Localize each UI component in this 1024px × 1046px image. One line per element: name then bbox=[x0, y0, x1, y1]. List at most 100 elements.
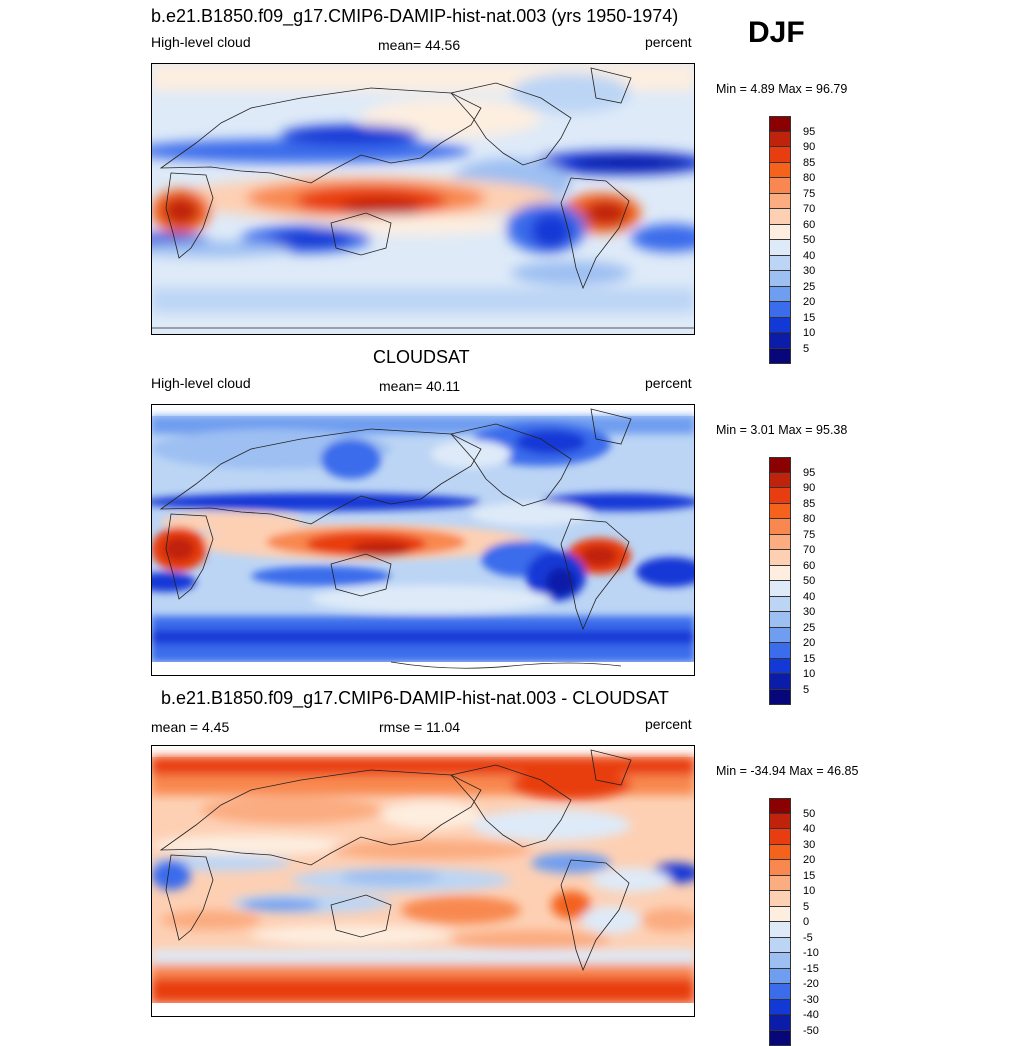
colorbar-swatch bbox=[769, 256, 791, 272]
colorbar-swatch bbox=[769, 287, 791, 303]
colorbar-diff bbox=[769, 798, 791, 1046]
colorbar-tick-label: 5 bbox=[803, 344, 809, 355]
season-label: DJF bbox=[748, 18, 805, 48]
colorbar-swatch bbox=[769, 1000, 791, 1016]
panel-mean-label: mean= 40.11 bbox=[379, 379, 460, 393]
colorbar-swatch bbox=[769, 504, 791, 520]
colorbar-swatch bbox=[769, 302, 791, 318]
colorbar-swatch bbox=[769, 643, 791, 659]
colorbar-tick-label: 50 bbox=[803, 809, 815, 820]
colorbar-tick-label: 20 bbox=[803, 638, 815, 649]
colorbar-swatch bbox=[769, 969, 791, 985]
colorbar-swatch bbox=[769, 690, 791, 706]
colorbar-swatch bbox=[769, 860, 791, 876]
colorbar-swatch bbox=[769, 1031, 791, 1046]
colorbar-tick-label: 60 bbox=[803, 220, 815, 231]
colorbar-swatch bbox=[769, 349, 791, 365]
colorbar-swatch bbox=[769, 132, 791, 148]
colorbar-tick-label: 75 bbox=[803, 189, 815, 200]
panel-title: b.e21.B1850.f09_g17.CMIP6-DAMIP-hist-nat… bbox=[161, 689, 669, 707]
panel-variable-label: High-level cloud bbox=[151, 376, 251, 390]
panel-variable-label: High-level cloud bbox=[151, 35, 251, 49]
panel-title: b.e21.B1850.f09_g17.CMIP6-DAMIP-hist-nat… bbox=[151, 7, 678, 25]
colorbar-swatch bbox=[769, 318, 791, 334]
colorbar-model bbox=[769, 116, 791, 364]
colorbar-tick-label: 75 bbox=[803, 530, 815, 541]
colorbar-swatch bbox=[769, 271, 791, 287]
panel-units-label: percent bbox=[645, 717, 692, 731]
colorbar-tick-label: -5 bbox=[803, 933, 813, 944]
colorbar-swatch bbox=[769, 907, 791, 923]
colorbar-swatch bbox=[769, 225, 791, 241]
colorbar-swatch bbox=[769, 457, 791, 473]
colorbar-tick-label: 25 bbox=[803, 623, 815, 634]
panel-minmax: Min = 3.01 Max = 95.38 bbox=[716, 424, 847, 437]
colorbar-swatch bbox=[769, 178, 791, 194]
colorbar-swatch bbox=[769, 938, 791, 954]
colorbar-swatch bbox=[769, 566, 791, 582]
colorbar-tick-label: 25 bbox=[803, 282, 815, 293]
colorbar-tick-label: 70 bbox=[803, 545, 815, 556]
colorbar-tick-label: 30 bbox=[803, 607, 815, 618]
colorbar-obs bbox=[769, 457, 791, 705]
colorbar-tick-label: 10 bbox=[803, 669, 815, 680]
colorbar-swatch bbox=[769, 876, 791, 892]
colorbar-tick-label: -50 bbox=[803, 1026, 819, 1037]
colorbar-tick-label: 85 bbox=[803, 158, 815, 169]
colorbar-tick-label: 60 bbox=[803, 561, 815, 572]
panel-minmax: Min = 4.89 Max = 96.79 bbox=[716, 83, 847, 96]
colorbar-tick-label: 95 bbox=[803, 468, 815, 479]
colorbar-swatch bbox=[769, 659, 791, 675]
colorbar-tick-label: 30 bbox=[803, 266, 815, 277]
panel-units-label: percent bbox=[645, 376, 692, 390]
panel-mean-label: mean= 44.56 bbox=[378, 38, 460, 52]
colorbar-swatch bbox=[769, 829, 791, 845]
colorbar-swatch bbox=[769, 922, 791, 938]
colorbar-swatch bbox=[769, 674, 791, 690]
colorbar-swatch bbox=[769, 628, 791, 644]
colorbar-tick-label: 30 bbox=[803, 840, 815, 851]
colorbar-swatch bbox=[769, 535, 791, 551]
colorbar-tick-label: 50 bbox=[803, 235, 815, 246]
colorbar-swatch bbox=[769, 473, 791, 489]
colorbar-swatch bbox=[769, 798, 791, 814]
colorbar-swatch bbox=[769, 116, 791, 132]
colorbar-swatch bbox=[769, 953, 791, 969]
colorbar-swatch bbox=[769, 488, 791, 504]
colorbar-tick-label: 40 bbox=[803, 824, 815, 835]
colorbar-tick-label: 15 bbox=[803, 871, 815, 882]
colorbar-swatch bbox=[769, 333, 791, 349]
colorbar-tick-label: 50 bbox=[803, 576, 815, 587]
colorbar-tick-label: 80 bbox=[803, 173, 815, 184]
colorbar-tick-label: 40 bbox=[803, 251, 815, 262]
colorbar-tick-label: -20 bbox=[803, 979, 819, 990]
panel-units-label: percent bbox=[645, 35, 692, 49]
map-model bbox=[151, 63, 695, 335]
colorbar-swatch bbox=[769, 581, 791, 597]
colorbar-tick-label: 70 bbox=[803, 204, 815, 215]
colorbar-swatch bbox=[769, 519, 791, 535]
colorbar-swatch bbox=[769, 984, 791, 1000]
panel-rmse-label: rmse = 11.04 bbox=[379, 720, 460, 734]
map-diff bbox=[151, 745, 695, 1017]
colorbar-swatch bbox=[769, 612, 791, 628]
colorbar-swatch bbox=[769, 240, 791, 256]
colorbar-tick-label: 20 bbox=[803, 855, 815, 866]
panel-mean-label: mean = 4.45 bbox=[151, 720, 229, 734]
colorbar-tick-label: 10 bbox=[803, 886, 815, 897]
colorbar-swatch bbox=[769, 147, 791, 163]
colorbar-swatch bbox=[769, 845, 791, 861]
colorbar-swatch bbox=[769, 550, 791, 566]
colorbar-tick-label: -10 bbox=[803, 948, 819, 959]
colorbar-swatch bbox=[769, 163, 791, 179]
colorbar-swatch bbox=[769, 814, 791, 830]
colorbar-tick-label: 15 bbox=[803, 654, 815, 665]
map-obs bbox=[151, 404, 695, 676]
colorbar-tick-label: 90 bbox=[803, 142, 815, 153]
colorbar-tick-label: 95 bbox=[803, 127, 815, 138]
colorbar-swatch bbox=[769, 597, 791, 613]
colorbar-tick-label: 5 bbox=[803, 902, 809, 913]
colorbar-swatch bbox=[769, 209, 791, 225]
colorbar-tick-label: 5 bbox=[803, 685, 809, 696]
colorbar-tick-label: -30 bbox=[803, 995, 819, 1006]
